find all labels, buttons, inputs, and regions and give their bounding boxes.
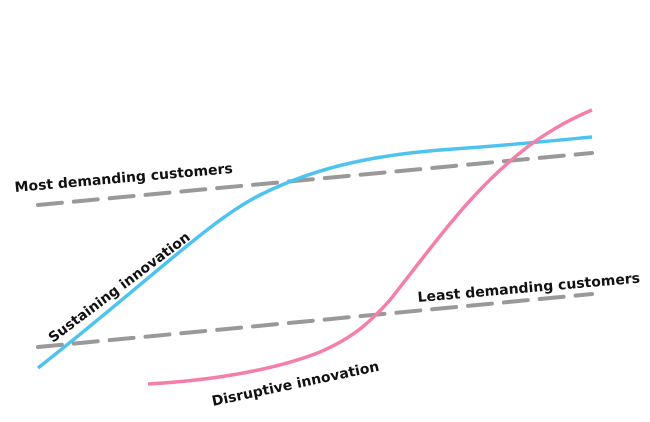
most-demanding-line <box>36 151 594 207</box>
sustaining-curve <box>36 135 593 370</box>
sustaining-label: Sustaining innovation <box>46 229 194 346</box>
disruptive-curve <box>147 108 593 386</box>
disruptive-label: Disruptive innovation <box>211 359 381 410</box>
least-demanding-line <box>36 292 594 349</box>
